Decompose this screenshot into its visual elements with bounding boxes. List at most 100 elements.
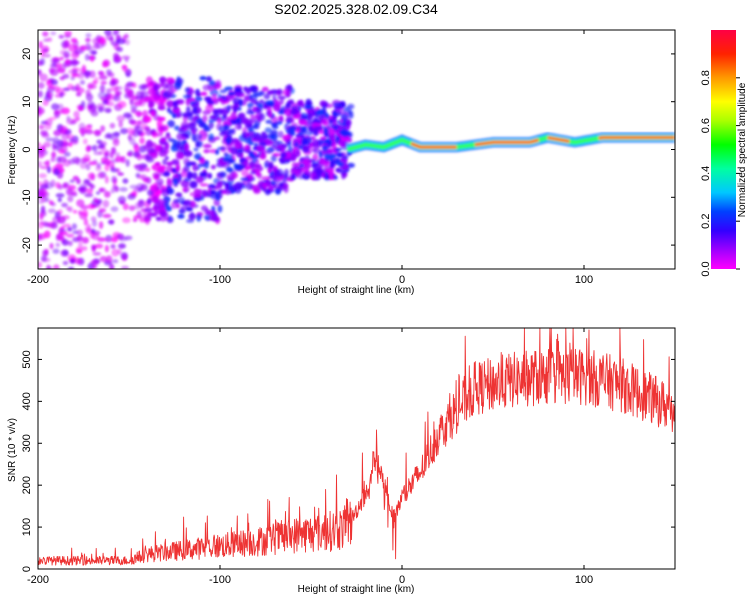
spectrogram-speckle	[259, 90, 265, 95]
spectrogram-speckle	[181, 133, 189, 138]
spectrogram-speckle	[52, 248, 60, 254]
spectrogram-speckle	[42, 99, 49, 106]
spectrogram-speckle	[75, 246, 83, 255]
spectrogram-speckle	[268, 161, 274, 170]
spectrogram-speckle	[204, 208, 210, 216]
spectrogram-speckle	[188, 89, 195, 94]
spectrogram-speckle	[99, 255, 108, 263]
spectrogram-speckle	[160, 137, 167, 143]
spectrogram-speckle	[118, 120, 123, 128]
spectrogram-speckle	[82, 237, 89, 244]
spectrogram-speckle	[333, 102, 342, 106]
spectrogram-speckle	[80, 70, 88, 76]
spectrogram-speckle	[183, 157, 190, 166]
spectrogram-speckle	[45, 160, 50, 167]
spectrogram-speckle	[246, 110, 255, 115]
spectrogram-speckle	[297, 100, 304, 106]
spectrogram-speckle	[246, 131, 255, 137]
spectrogram-speckle	[261, 86, 269, 92]
spectrogram-speckle	[162, 158, 168, 166]
spectrogram-speckle	[61, 202, 68, 208]
spectrogram-speckle	[175, 100, 180, 106]
spectrogram-speckle	[292, 148, 300, 155]
spectrogram-speckle	[317, 115, 323, 121]
spectrogram-speckle	[133, 144, 140, 153]
spectrogram-speckle	[245, 88, 252, 95]
spectrogram-speckle	[165, 134, 171, 139]
spectrogram-speckle	[144, 217, 150, 225]
spectrogram-speckle	[263, 93, 271, 100]
spectrogram-speckle	[284, 109, 293, 117]
spectrogram-speckle	[111, 175, 117, 184]
spectrogram-speckle	[61, 40, 69, 49]
spectrogram-speckle	[146, 176, 152, 184]
spectrogram-speckle	[290, 109, 299, 116]
spectrogram-speckle	[92, 37, 101, 45]
spectrogram-speckle	[271, 116, 279, 124]
spectrogram-speckle	[215, 108, 224, 116]
spectrogram-speckle	[71, 156, 81, 164]
spectrogram-ridge-core	[547, 136, 570, 143]
spectrogram-speckle	[126, 127, 135, 134]
spectrogram-speckle	[230, 184, 238, 191]
spectrogram-speckle	[71, 59, 78, 65]
spectrogram-speckle	[69, 179, 75, 183]
spectrogram-speckle	[141, 84, 148, 90]
spectrogram-speckle	[51, 103, 60, 111]
spectrogram-speckle	[176, 140, 183, 146]
spectrogram-speckle	[214, 136, 221, 141]
snr-series-line	[38, 328, 675, 566]
spectrogram-speckle	[137, 186, 143, 193]
spectrogram-speckle	[129, 99, 134, 106]
spectrogram-speckle	[282, 134, 290, 140]
spectrogram-speckle	[277, 95, 287, 100]
spectrogram-speckle	[47, 208, 57, 214]
spectrogram-speckle	[321, 171, 326, 178]
spectrogram-speckle	[173, 104, 179, 110]
spectrogram-speckle	[164, 155, 169, 161]
spectrogram-speckle	[58, 109, 64, 115]
spectrogram-speckle	[162, 92, 167, 100]
spectrogram-speckle	[105, 255, 113, 264]
spectrogram-speckle	[79, 80, 86, 85]
spectrogram-speckle	[151, 131, 158, 138]
spectrogram-speckle	[55, 242, 61, 248]
spectrogram-speckle	[293, 168, 301, 175]
spectrogram-speckle	[196, 140, 203, 148]
spectrogram-speckle	[66, 115, 71, 122]
spectrogram-speckle	[56, 139, 64, 147]
spectrogram-ytick-label: -10	[21, 189, 33, 205]
spectrogram-speckle	[226, 166, 233, 173]
spectrogram-speckle	[62, 249, 69, 256]
spectrogram-speckle	[106, 88, 112, 94]
spectrogram-xtick-label: -200	[27, 274, 49, 286]
spectrogram-speckle	[173, 82, 182, 91]
spectrogram-speckle	[140, 174, 148, 181]
spectrogram-speckle	[252, 123, 258, 130]
spectrogram-speckle	[222, 106, 230, 115]
spectrogram-speckle	[143, 210, 151, 218]
spectrogram-speckle	[96, 103, 106, 110]
spectrogram-speckle	[50, 202, 57, 207]
spectrogram-speckle	[76, 229, 83, 236]
spectrogram-speckle	[95, 243, 104, 249]
spectrogram-speckle	[100, 125, 106, 132]
spectrogram-speckle	[134, 125, 144, 134]
spectrogram-speckle-layer	[38, 30, 355, 269]
snr-xlabel: Height of straight line (km)	[298, 584, 415, 595]
spectrogram-speckle	[73, 110, 80, 118]
spectrogram-speckle	[60, 228, 67, 232]
spectrogram-speckle	[128, 119, 136, 125]
spectrogram-speckle	[185, 207, 193, 212]
spectrogram-speckle	[273, 183, 281, 190]
spectrogram-speckle	[38, 212, 45, 217]
spectrogram-speckle	[163, 171, 171, 176]
spectrogram-speckle	[237, 112, 246, 119]
spectrogram-speckle	[38, 233, 43, 241]
spectrogram-speckle	[38, 107, 45, 115]
spectrogram-speckle	[268, 135, 274, 141]
spectrogram-speckle	[214, 149, 220, 155]
spectrogram-speckle	[280, 152, 287, 159]
snr-panel: -200 -100 0 100 0 100 200 300 400 500 Height of s…	[7, 327, 676, 595]
spectrogram-speckle	[233, 165, 242, 171]
